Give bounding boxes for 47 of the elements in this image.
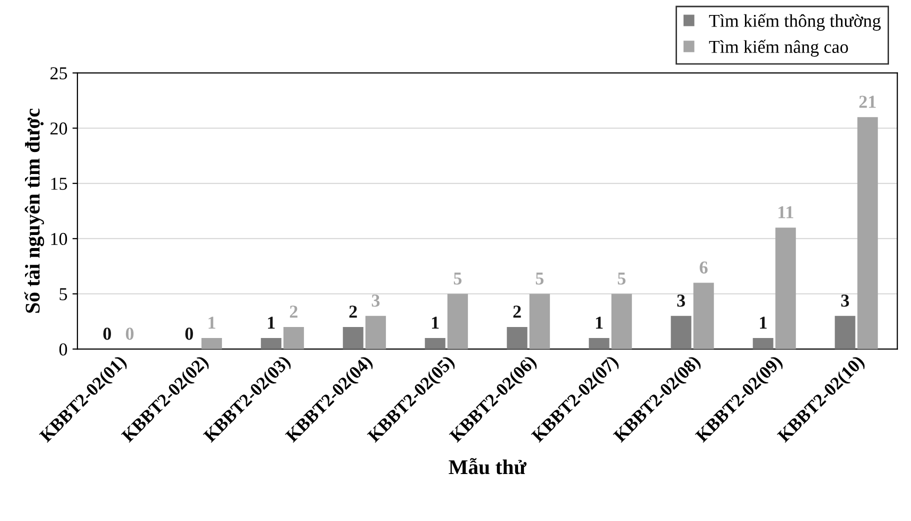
data-label: 3	[372, 294, 380, 307]
x-axis-title: Mẫu thử	[448, 458, 527, 474]
bar	[752, 338, 774, 350]
data-label: 5	[536, 272, 544, 285]
data-label: 3	[841, 294, 849, 307]
data-label: 1	[432, 316, 439, 329]
bar	[775, 228, 796, 350]
data-label: 1	[268, 316, 275, 329]
bar	[506, 326, 528, 350]
data-label: 21	[859, 96, 876, 108]
legend-label: Tìm kiếm thông thường	[709, 14, 881, 31]
data-label: 6	[700, 261, 708, 274]
data-label: 1	[760, 316, 767, 329]
bar	[529, 294, 550, 350]
data-label: 11	[778, 206, 794, 218]
bar	[201, 338, 222, 350]
data-label: 1	[596, 316, 603, 329]
data-label: 0	[185, 328, 193, 340]
data-label: 2	[349, 306, 357, 318]
y-tick-label: 15	[51, 178, 68, 190]
data-label: 0	[126, 328, 134, 340]
data-label: 5	[454, 272, 462, 285]
bar	[834, 316, 856, 350]
bar	[670, 316, 692, 350]
bar	[588, 338, 610, 350]
bar	[611, 294, 632, 350]
bar	[260, 338, 282, 350]
data-label: 0	[103, 328, 111, 340]
y-tick-label: 5	[60, 288, 68, 300]
data-label: 2	[290, 306, 298, 318]
bar	[342, 326, 364, 350]
bar	[447, 294, 468, 350]
bar	[857, 117, 878, 350]
y-axis-title: Số tài nguyên tìm được	[24, 108, 44, 313]
bar	[283, 326, 304, 350]
bar	[365, 316, 386, 350]
data-label: 2	[513, 306, 521, 318]
data-label: 1	[208, 316, 216, 329]
y-tick-label: 20	[50, 122, 68, 135]
bar	[424, 338, 446, 350]
legend-label: Tìm kiếm nâng cao	[709, 40, 848, 57]
y-tick-label: 10	[51, 232, 68, 246]
y-tick-label: 0	[59, 343, 68, 356]
bar	[693, 282, 714, 350]
y-tick-label: 25	[50, 67, 68, 80]
data-label: 5	[618, 272, 626, 285]
data-label: 3	[677, 294, 685, 307]
